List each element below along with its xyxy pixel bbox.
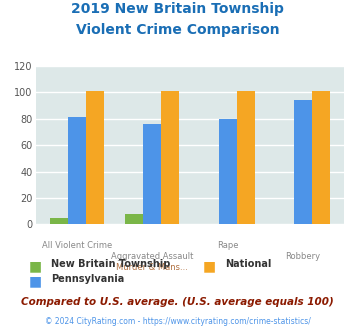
Bar — [143, 124, 161, 224]
Bar — [125, 214, 143, 224]
Text: Violent Crime Comparison: Violent Crime Comparison — [76, 23, 279, 37]
Text: ■: ■ — [28, 259, 42, 273]
Text: Aggravated Assault: Aggravated Assault — [111, 252, 193, 261]
Text: Compared to U.S. average. (U.S. average equals 100): Compared to U.S. average. (U.S. average … — [21, 297, 334, 307]
Text: Rape: Rape — [217, 241, 238, 250]
Text: ■: ■ — [202, 259, 215, 273]
Bar — [219, 119, 237, 224]
Bar — [294, 100, 312, 224]
Bar — [50, 218, 68, 224]
Text: New Britain Township: New Britain Township — [51, 259, 171, 269]
Text: National: National — [225, 259, 272, 269]
Text: © 2024 CityRating.com - https://www.cityrating.com/crime-statistics/: © 2024 CityRating.com - https://www.city… — [45, 317, 310, 326]
Text: Pennsylvania: Pennsylvania — [51, 274, 125, 284]
Bar — [237, 91, 255, 224]
Bar — [312, 91, 330, 224]
Bar — [86, 91, 104, 224]
Bar — [68, 117, 86, 224]
Text: All Violent Crime: All Violent Crime — [42, 241, 112, 250]
Text: Robbery: Robbery — [285, 252, 321, 261]
Text: ■: ■ — [28, 274, 42, 288]
Text: 2019 New Britain Township: 2019 New Britain Township — [71, 2, 284, 16]
Text: Murder & Mans...: Murder & Mans... — [116, 263, 188, 272]
Bar — [161, 91, 179, 224]
